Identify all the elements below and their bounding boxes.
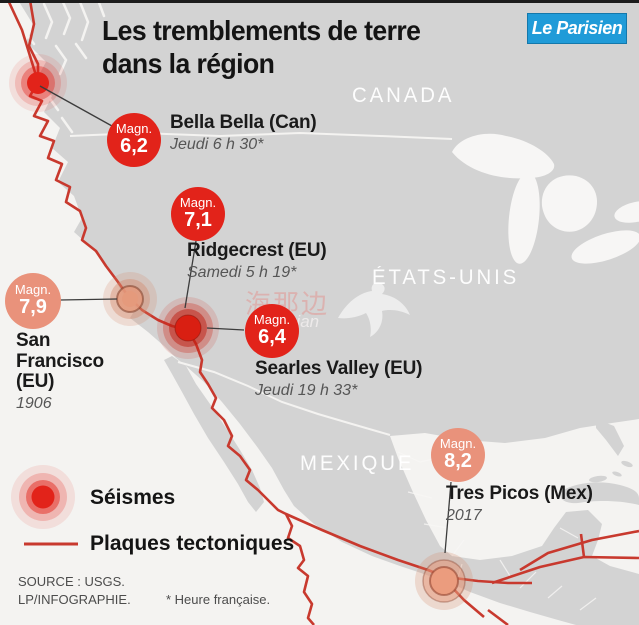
island-bahamas-1 bbox=[621, 460, 633, 468]
source-line1: SOURCE : USGS. bbox=[18, 574, 125, 589]
magnitude-value: 7,1 bbox=[184, 209, 212, 231]
magnitude-badge-tres-picos: Magn. 8,2 bbox=[431, 428, 485, 482]
magnitude-abbr: Magn. bbox=[253, 312, 291, 327]
florida bbox=[596, 419, 624, 456]
watermark-bird-icon bbox=[338, 282, 410, 337]
magnitude-value: 6,4 bbox=[258, 326, 286, 348]
quake-label-tres-picos: Tres Picos (Mex) 2017 bbox=[446, 483, 593, 525]
page-title-line2: dans la région bbox=[102, 48, 275, 80]
quake-name: Bella Bella (Can) bbox=[170, 112, 317, 133]
connector-ridgecrest bbox=[184, 240, 197, 309]
connector-san-francisco bbox=[59, 298, 118, 301]
legend-plaques-label: Plaques tectoniques bbox=[90, 532, 295, 555]
quake-name: Tres Picos (Mex) bbox=[446, 483, 593, 504]
quake-label-ridgecrest: Ridgecrest (EU) Samedi 5 h 19* bbox=[187, 240, 327, 282]
country-label-etats-unis: ÉTATS-UNIS bbox=[372, 266, 520, 289]
quake-name: Searles Valley (EU) bbox=[255, 358, 423, 379]
magnitude-value: 6,2 bbox=[120, 135, 148, 157]
top-border bbox=[0, 0, 639, 3]
lake-ontario bbox=[614, 201, 639, 223]
magnitude-abbr: Magn. bbox=[115, 121, 153, 136]
quake-time: Samedi 5 h 19* bbox=[187, 263, 297, 281]
legend-seismes-symbol bbox=[11, 465, 75, 529]
quake-time: 1906 bbox=[16, 394, 52, 412]
page-title: Les tremblements de terre dans la région bbox=[102, 14, 444, 80]
quake-name: San Francisco (EU) bbox=[16, 330, 104, 393]
lake-erie bbox=[571, 230, 639, 264]
page-title-line1: Les tremblements de terre bbox=[102, 15, 421, 46]
island-bahamas-2 bbox=[612, 471, 622, 477]
lake-michigan bbox=[508, 172, 540, 264]
lake-huron bbox=[541, 175, 598, 232]
border-us-mexico bbox=[177, 361, 391, 436]
cuba bbox=[559, 482, 639, 505]
magnitude-value: 7,9 bbox=[19, 296, 47, 318]
connector-searles-valley bbox=[206, 327, 245, 331]
magnitude-badge-bella-bella: Magn. 6,2 bbox=[107, 113, 161, 167]
quake-time: Jeudi 19 h 33* bbox=[255, 381, 358, 399]
quake-name: Ridgecrest (EU) bbox=[187, 240, 327, 261]
island-small bbox=[589, 475, 607, 483]
earthquake-marker-tres-picos bbox=[415, 552, 473, 610]
source-text: SOURCE : USGS. LP/INFOGRAPHIE. bbox=[18, 573, 131, 608]
quake-label-searles-valley: Searles Valley (EU) Jeudi 19 h 33* bbox=[255, 358, 423, 400]
magnitude-badge-san-francisco: Magn. 7,9 bbox=[5, 273, 61, 329]
quake-label-bella-bella: Bella Bella (Can) Jeudi 6 h 30* bbox=[170, 112, 317, 154]
quake-time: Jeudi 6 h 30* bbox=[170, 135, 264, 153]
magnitude-badge-searles-valley: Magn. 6,4 bbox=[245, 304, 299, 358]
connector-bella-bella bbox=[39, 85, 113, 127]
quake-time: 2017 bbox=[446, 506, 482, 524]
magnitude-badge-ridgecrest: Magn. 7,1 bbox=[171, 187, 225, 241]
connector-lines bbox=[39, 85, 452, 554]
magnitude-abbr: Magn. bbox=[179, 195, 217, 210]
baja-peninsula bbox=[164, 356, 264, 512]
earthquake-marker-ridgecrest-searles bbox=[157, 297, 219, 359]
connector-tres-picos bbox=[444, 481, 452, 554]
magnitude-value: 8,2 bbox=[444, 450, 472, 472]
lake-superior bbox=[452, 133, 555, 179]
great-lakes bbox=[452, 133, 639, 264]
country-label-canada: CANADA bbox=[352, 84, 455, 107]
magnitude-abbr: Magn. bbox=[14, 282, 52, 297]
legend-seismes-label: Séismes bbox=[90, 486, 176, 509]
source-line2: LP/INFOGRAPHIE. bbox=[18, 591, 131, 607]
earthquake-marker-bella-bella bbox=[9, 54, 67, 112]
country-label-mexique: MEXIQUE bbox=[300, 452, 415, 475]
quake-label-san-francisco: San Francisco (EU) 1906 bbox=[16, 330, 141, 413]
footnote: * Heure française. bbox=[166, 592, 271, 607]
leparisien-logo: Le Parisien bbox=[527, 13, 627, 44]
magnitude-abbr: Magn. bbox=[439, 436, 477, 451]
